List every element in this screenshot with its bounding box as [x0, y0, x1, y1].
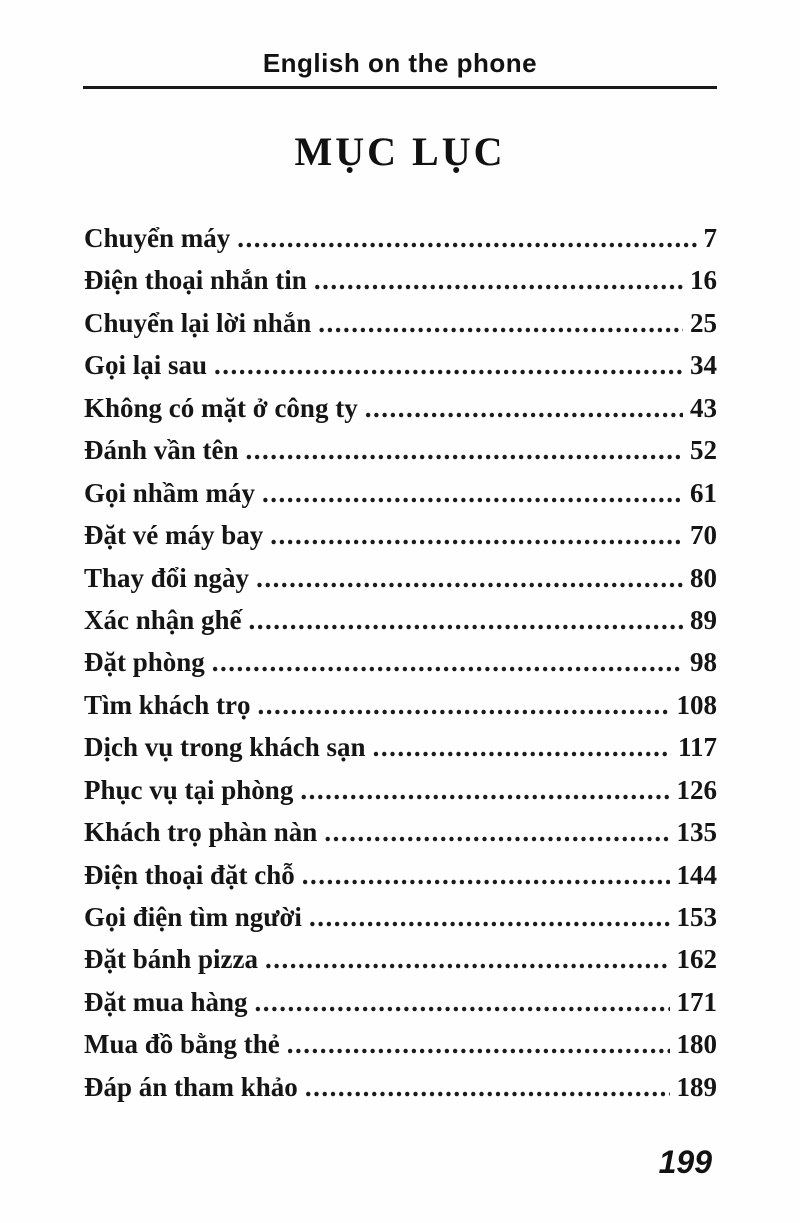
toc-dot-leader — [258, 691, 670, 721]
toc-dot-leader — [246, 436, 683, 466]
toc-entry-page: 189 — [676, 1071, 718, 1102]
toc-entry-page: 34 — [690, 350, 717, 381]
toc-entry-title: Đặt phòng — [84, 647, 205, 678]
toc-entry: Không có mặt ở công ty 43 — [84, 392, 717, 436]
toc-entry: Xác nhận ghế 89 — [84, 604, 717, 648]
toc-entry-title: Phục vụ tại phòng — [84, 774, 294, 805]
toc-entry-title: Mua đồ bằng thẻ — [84, 1029, 280, 1060]
toc-entry-title: Đặt vé máy bay — [84, 520, 264, 551]
toc-entry: Dịch vụ trong khách sạn 117 — [84, 733, 717, 775]
toc-dot-leader — [318, 309, 683, 339]
toc-dot-leader — [265, 945, 669, 975]
toc-entry-title: Gọi điện tìm người — [84, 902, 302, 932]
toc-dot-leader — [270, 521, 683, 551]
toc-dot-leader — [237, 224, 696, 254]
toc-entry: Điện thoại nhắn tin 16 — [84, 266, 717, 308]
toc-entry: Chuyển máy 7 — [84, 223, 718, 266]
toc-entry-page: 153 — [676, 902, 718, 932]
toc-entry: Điện thoại đặt chỗ 144 — [84, 859, 718, 903]
toc-entry-page: 162 — [676, 944, 718, 975]
toc-dot-leader — [249, 606, 683, 636]
toc-dot-leader — [287, 1030, 670, 1060]
toc-entry-page: 52 — [690, 435, 717, 466]
toc-entry: Đáp án tham khảo 189 — [84, 1071, 718, 1115]
toc-entry-page: 61 — [690, 477, 717, 508]
toc-entry-title: Điện thoại đặt chỗ — [84, 859, 295, 890]
toc-entry-title: Xác nhận ghế — [84, 604, 242, 635]
toc-entry: Phục vụ tại phòng 126 — [84, 774, 718, 818]
toc-entry-title: Thay đổi ngày — [84, 562, 250, 593]
toc-entry-page: 144 — [676, 859, 718, 890]
toc-entry: Đặt phòng 98 — [84, 648, 717, 690]
toc-dot-leader — [300, 776, 669, 806]
toc-list: Chuyển máy 7 Điện thoại nhắn tin 16 Chuy… — [84, 223, 718, 1115]
toc-entry-page: 89 — [690, 604, 717, 635]
toc-entry-page: 117 — [677, 732, 717, 763]
toc-entry: Thay đổi ngày 80 — [84, 562, 717, 606]
header-rule — [83, 86, 717, 89]
toc-entry-title: Đặt mua hàng — [84, 986, 248, 1017]
toc-entry: Đặt vé máy bay 70 — [84, 520, 717, 563]
toc-entry-title: Chuyển lại lời nhắn — [84, 307, 312, 338]
toc-entry-title: Tìm khách trọ — [84, 689, 251, 720]
toc-entry-title: Điện thoại nhắn tin — [84, 265, 307, 296]
toc-entry-title: Khách trọ phàn nàn — [84, 817, 318, 848]
toc-dot-leader — [212, 648, 683, 678]
toc-entry-page: 70 — [690, 520, 717, 551]
toc-entry-title: Đặt bánh pizza — [84, 944, 259, 975]
toc-dot-leader — [262, 479, 683, 509]
toc-entry: Gọi điện tìm người 153 — [84, 902, 718, 945]
toc-entry: Mua đồ bằng thẻ 180 — [84, 1030, 717, 1072]
toc-entry-title: Chuyển máy — [84, 223, 231, 253]
toc-entry: Khách trọ phàn nàn 135 — [84, 817, 718, 860]
page-number: 199 — [658, 1144, 712, 1180]
toc-entry: Đặt mua hàng 171 — [84, 986, 718, 1030]
toc-entry-title: Gọi nhầm máy — [84, 477, 256, 508]
toc-entry: Tìm khách trọ 108 — [84, 689, 718, 733]
running-header: English on the phone — [262, 48, 538, 78]
toc-dot-leader — [365, 394, 683, 424]
toc-dot-leader — [309, 903, 670, 933]
toc-entry-title: Gọi lại sau — [84, 350, 208, 381]
toc-entry-title: Không có mặt ở công ty — [84, 392, 358, 423]
toc-entry-page: 108 — [676, 689, 718, 720]
toc-dot-leader — [255, 988, 670, 1018]
toc-entry-page: 98 — [690, 647, 717, 678]
page-title: MỤC LỤC — [294, 129, 506, 174]
toc-entry-title: Đáp án tham khảo — [84, 1071, 298, 1102]
toc-entry: Gọi lại sau 34 — [84, 351, 717, 393]
toc-entry-page: 135 — [676, 817, 718, 848]
toc-entry-page: 43 — [690, 392, 717, 423]
toc-entry-page: 80 — [690, 562, 717, 593]
toc-dot-leader — [314, 266, 683, 296]
toc-dot-leader — [302, 861, 670, 891]
toc-entry-page: 180 — [676, 1029, 718, 1060]
toc-dot-leader — [305, 1073, 670, 1103]
toc-entry: Đánh vần tên 52 — [84, 435, 717, 478]
toc-entry-title: Đánh vần tên — [84, 435, 239, 466]
toc-dot-leader — [256, 564, 683, 594]
toc-dot-leader — [214, 351, 683, 381]
toc-entry-page: 171 — [676, 986, 718, 1017]
toc-entry-page: 126 — [676, 774, 718, 805]
toc-entry-page: 16 — [690, 265, 717, 296]
toc-entry: Đặt bánh pizza 162 — [84, 945, 717, 987]
toc-dot-leader — [324, 818, 669, 848]
toc-entry: Chuyển lại lời nhắn 25 — [84, 307, 717, 351]
toc-dot-leader — [373, 733, 671, 763]
toc-entry: Gọi nhầm máy 61 — [84, 477, 717, 521]
toc-entry-page: 25 — [690, 307, 717, 338]
toc-entry-title: Dịch vụ trong khách sạn — [84, 732, 366, 763]
toc-entry-page: 7 — [703, 223, 718, 253]
